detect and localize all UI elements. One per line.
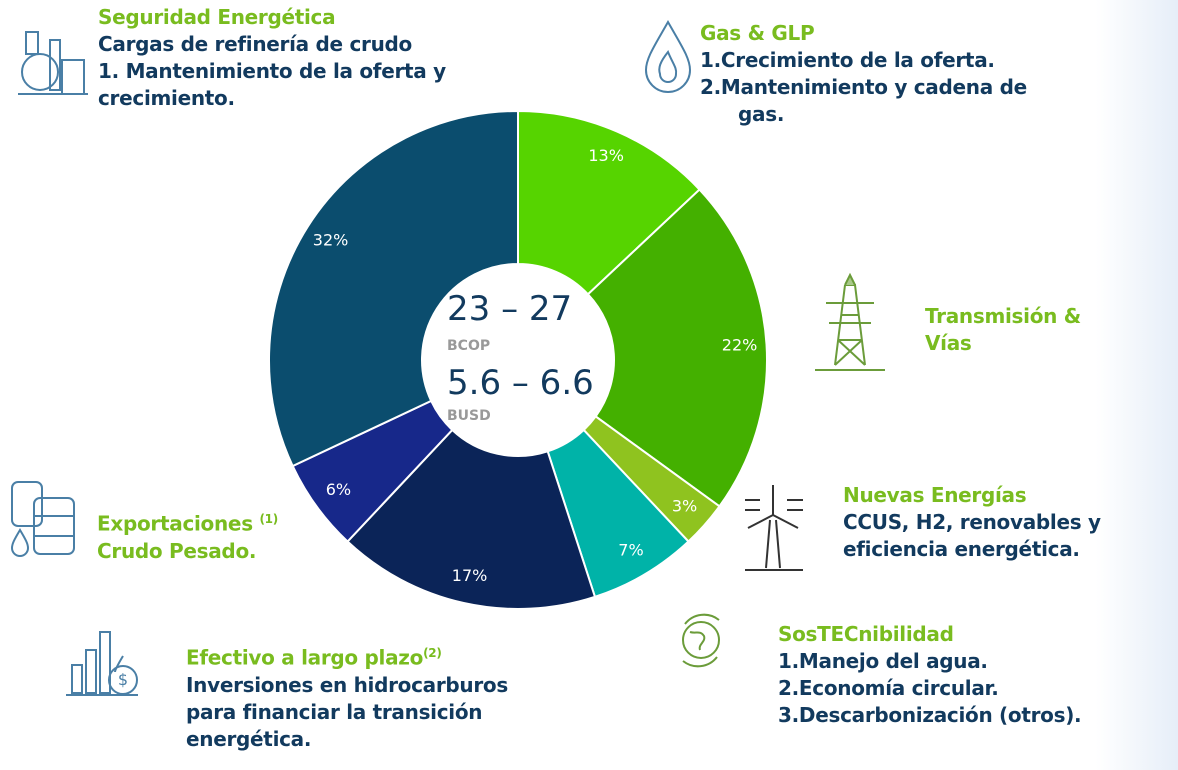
annotation: SosTECnibilidad 1.Manejo del agua. 2.Eco… xyxy=(778,621,1082,729)
donut-slice xyxy=(586,188,768,508)
globe-icon xyxy=(682,613,720,668)
wind-icon xyxy=(745,485,803,571)
tower-icon xyxy=(815,272,885,371)
annotation-line: Descarbonización (otros). xyxy=(798,703,1082,727)
annotation-line: para financiar la transición xyxy=(186,699,483,724)
annotation: Nuevas Energías CCUS, H2, renovables y efi… xyxy=(843,482,1101,563)
barrels-icon xyxy=(10,481,75,557)
annotation-title: Seguridad Energética xyxy=(98,5,336,29)
donut-slice xyxy=(268,109,519,468)
annotation: Efectivo a largo plazo(2) Inversiones en … xyxy=(186,640,531,753)
annotation-title: Transmisión & xyxy=(925,304,1081,328)
annotation: Transmisión & Vías xyxy=(925,303,1081,357)
annotation-title-text: Exportaciones xyxy=(97,511,253,536)
annotation-line: energética. xyxy=(186,726,312,751)
slice-label: 3% xyxy=(672,496,697,515)
annotation-line: Vías xyxy=(925,331,972,355)
footnote-mark: (1) xyxy=(259,512,278,526)
center-unit: BCOP xyxy=(447,338,490,354)
annotation-title: Exportaciones (1) xyxy=(97,506,278,538)
center-range: 23 – 27 xyxy=(447,289,572,329)
annotation-title: SosTECnibilidad xyxy=(778,622,954,646)
list-number: 2. xyxy=(700,75,721,99)
center-unit: BUSD xyxy=(447,408,491,424)
footnote-mark: (2) xyxy=(423,646,442,660)
slice-label: 7% xyxy=(618,541,643,560)
annotation-line: Mantenimiento y cadena de xyxy=(720,75,1027,99)
slice-label: 13% xyxy=(588,146,624,165)
annotation-line: Crudo Pesado. xyxy=(97,538,257,563)
list-number: 1. xyxy=(778,649,799,673)
annotation-line: 1. Mantenimiento de la oferta y xyxy=(98,59,446,83)
center-range: 5.6 – 6.6 xyxy=(447,363,594,403)
annotation-line: eficiencia energética. xyxy=(843,537,1080,561)
list-number: 3. xyxy=(778,703,799,727)
list-number: 1. xyxy=(700,48,721,72)
annotation-title: Efectivo a largo plazo(2) xyxy=(186,640,531,672)
annotation-title: Gas & GLP xyxy=(700,21,815,45)
annotation: Seguridad Energética Cargas de refinería … xyxy=(98,4,446,112)
finance-icon: $ xyxy=(66,631,138,696)
annotation-line: Cargas de refinería de crudo xyxy=(98,32,412,56)
annotation-line: Manejo del agua. xyxy=(798,649,988,673)
slice-label: 17% xyxy=(452,566,488,585)
slice-label: 32% xyxy=(313,231,349,250)
annotation-title-text: Efectivo a largo plazo xyxy=(186,645,424,670)
annotation-line: Crecimiento de la oferta. xyxy=(720,48,995,72)
annotation-line: crecimiento. xyxy=(98,86,235,110)
annotation-title: Nuevas Energías xyxy=(843,483,1027,507)
refinery-icon xyxy=(18,31,88,95)
annotation: Gas & GLP 1.Crecimiento de la oferta. 2.… xyxy=(700,20,1027,128)
annotation-line: Economía circular. xyxy=(798,676,999,700)
donut-slice xyxy=(346,428,597,610)
slice-label: 6% xyxy=(326,480,351,499)
annotation-line: gas. xyxy=(738,102,785,126)
donut-slice xyxy=(517,109,701,296)
annotation-line: Inversiones en hidrocarburos xyxy=(186,672,508,697)
list-number: 2. xyxy=(778,676,799,700)
slice-label: 22% xyxy=(722,336,758,355)
svg-text:$: $ xyxy=(118,670,128,689)
gas-icon xyxy=(644,19,692,93)
annotation-line: CCUS, H2, renovables y xyxy=(843,510,1101,534)
annotation: Exportaciones (1) Crudo Pesado. xyxy=(97,506,278,565)
center-text: 23 – 27 BCOP 5.6 – 6.6 BUSD xyxy=(447,289,594,424)
